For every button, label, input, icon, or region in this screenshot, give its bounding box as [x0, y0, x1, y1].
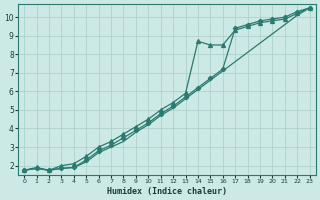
- X-axis label: Humidex (Indice chaleur): Humidex (Indice chaleur): [107, 187, 227, 196]
